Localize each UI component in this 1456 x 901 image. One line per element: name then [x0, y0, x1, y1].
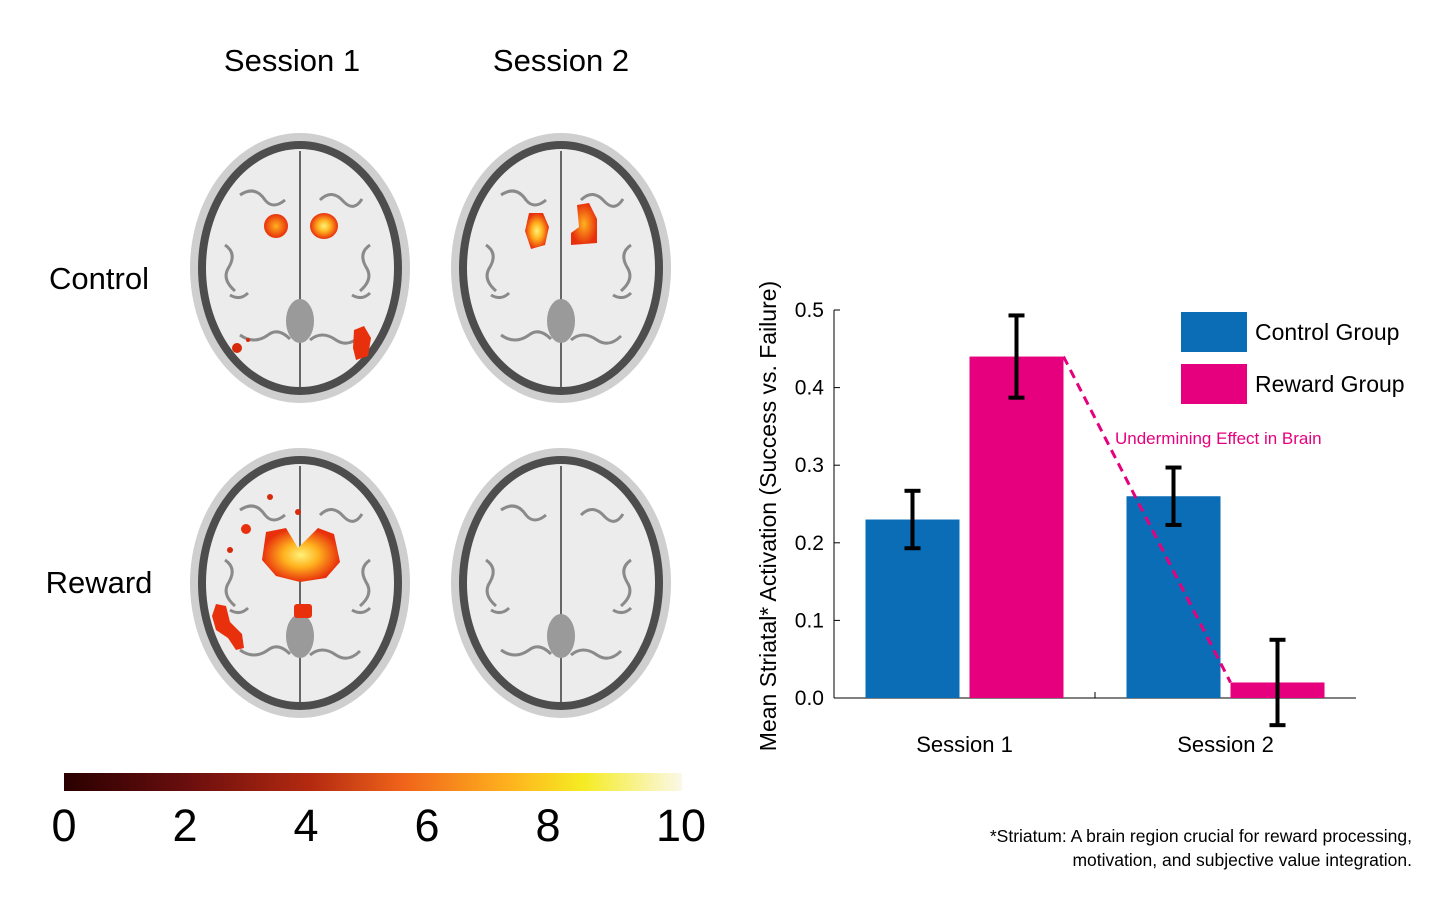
legend-label-control-group: Control Group: [1255, 319, 1399, 345]
legend-label-reward-group: Reward Group: [1255, 371, 1405, 397]
row-title-control: Control: [49, 261, 149, 296]
undermining-effect-line: [1062, 355, 1232, 684]
y-tick-label: 0.4: [795, 377, 825, 400]
undermining-effect-label: Undermining Effect in Brain: [1115, 429, 1322, 448]
y-tick-label: 0.5: [795, 299, 824, 322]
x-tick-label: Session 1: [916, 732, 1013, 757]
y-tick-label: 0.2: [795, 532, 824, 555]
legend-swatch-reward-group: [1181, 364, 1247, 404]
brain-control-session-2: [441, 125, 681, 415]
y-tick-label: 0.3: [795, 454, 824, 477]
brain-reward-session-2: [441, 440, 681, 730]
y-tick-label: 0.0: [795, 687, 824, 710]
column-title-session-2: Session 2: [492, 43, 630, 78]
colorbar-tick-8: 8: [535, 800, 561, 851]
legend-swatch-control-group: [1181, 312, 1247, 352]
colorbar-tick-4: 4: [293, 800, 319, 851]
bar-reward-group-session-1: [969, 356, 1064, 698]
brain-image-reward-session-1: [190, 448, 410, 718]
brain-control-session-1: [180, 125, 420, 415]
bar-chart: 0.0 0.1 0.2 0.3 0.4 0.5 Mean Striatal* Activat…: [755, 281, 1405, 757]
footnote-line-2: motivation, and subjective value integra…: [1072, 850, 1412, 870]
brain-image-control-session-1: [190, 133, 410, 403]
colorbar-tick-0: 0: [51, 800, 77, 851]
footnote-line-1: *Striatum: A brain region crucial for re…: [989, 826, 1412, 846]
brain-image-control-session-2: [451, 133, 671, 403]
x-tick-label: Session 2: [1177, 732, 1274, 757]
column-title-session-1: Session 1: [223, 43, 361, 78]
y-tick-label: 0.1: [795, 609, 824, 632]
colorbar-tick-6: 6: [414, 800, 440, 851]
row-title-reward: Reward: [45, 565, 153, 600]
colorbar-tick-2: 2: [172, 800, 198, 851]
brain-reward-session-1: [180, 440, 420, 730]
y-axis-label: Mean Striatal* Activation (Success vs. F…: [755, 281, 781, 751]
brain-image-reward-session-2: [451, 448, 671, 718]
colorbar-tick-10: 10: [655, 800, 707, 851]
bar-control-group-session-2: [1126, 496, 1221, 698]
footnote: *Striatum: A brain region crucial for re…: [852, 824, 1412, 872]
colorbar: [64, 773, 682, 791]
